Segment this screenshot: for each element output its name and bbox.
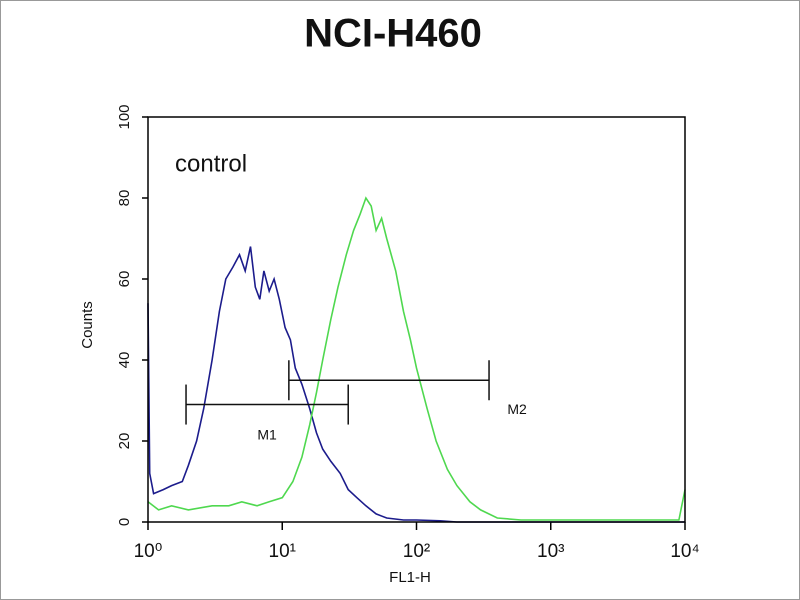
x-tick-label: 10³: [537, 541, 564, 562]
chart-title: NCI-H460: [304, 12, 482, 56]
y-tick-label: 0: [116, 518, 133, 526]
x-tick-label: 10²: [403, 541, 430, 562]
gate-label: M1: [257, 426, 277, 442]
y-tick-label: 20: [116, 433, 133, 450]
x-tick-label: 10⁰: [134, 541, 163, 562]
plot-frame: [147, 116, 686, 523]
x-tick-label: 10⁴: [670, 541, 699, 562]
y-tick-label: 80: [116, 190, 133, 207]
y-tick-label: 40: [116, 352, 133, 369]
x-tick-label: 10¹: [269, 541, 296, 562]
gate-label: M2: [507, 401, 527, 417]
annotation: control: [175, 150, 247, 177]
y-tick-label: 100: [116, 104, 133, 129]
x-axis-label: FL1-H: [389, 569, 431, 586]
y-tick-label: 60: [116, 271, 133, 288]
histogram-line: [147, 246, 685, 523]
histogram-line: [147, 196, 686, 521]
y-axis-label: Counts: [79, 301, 96, 349]
